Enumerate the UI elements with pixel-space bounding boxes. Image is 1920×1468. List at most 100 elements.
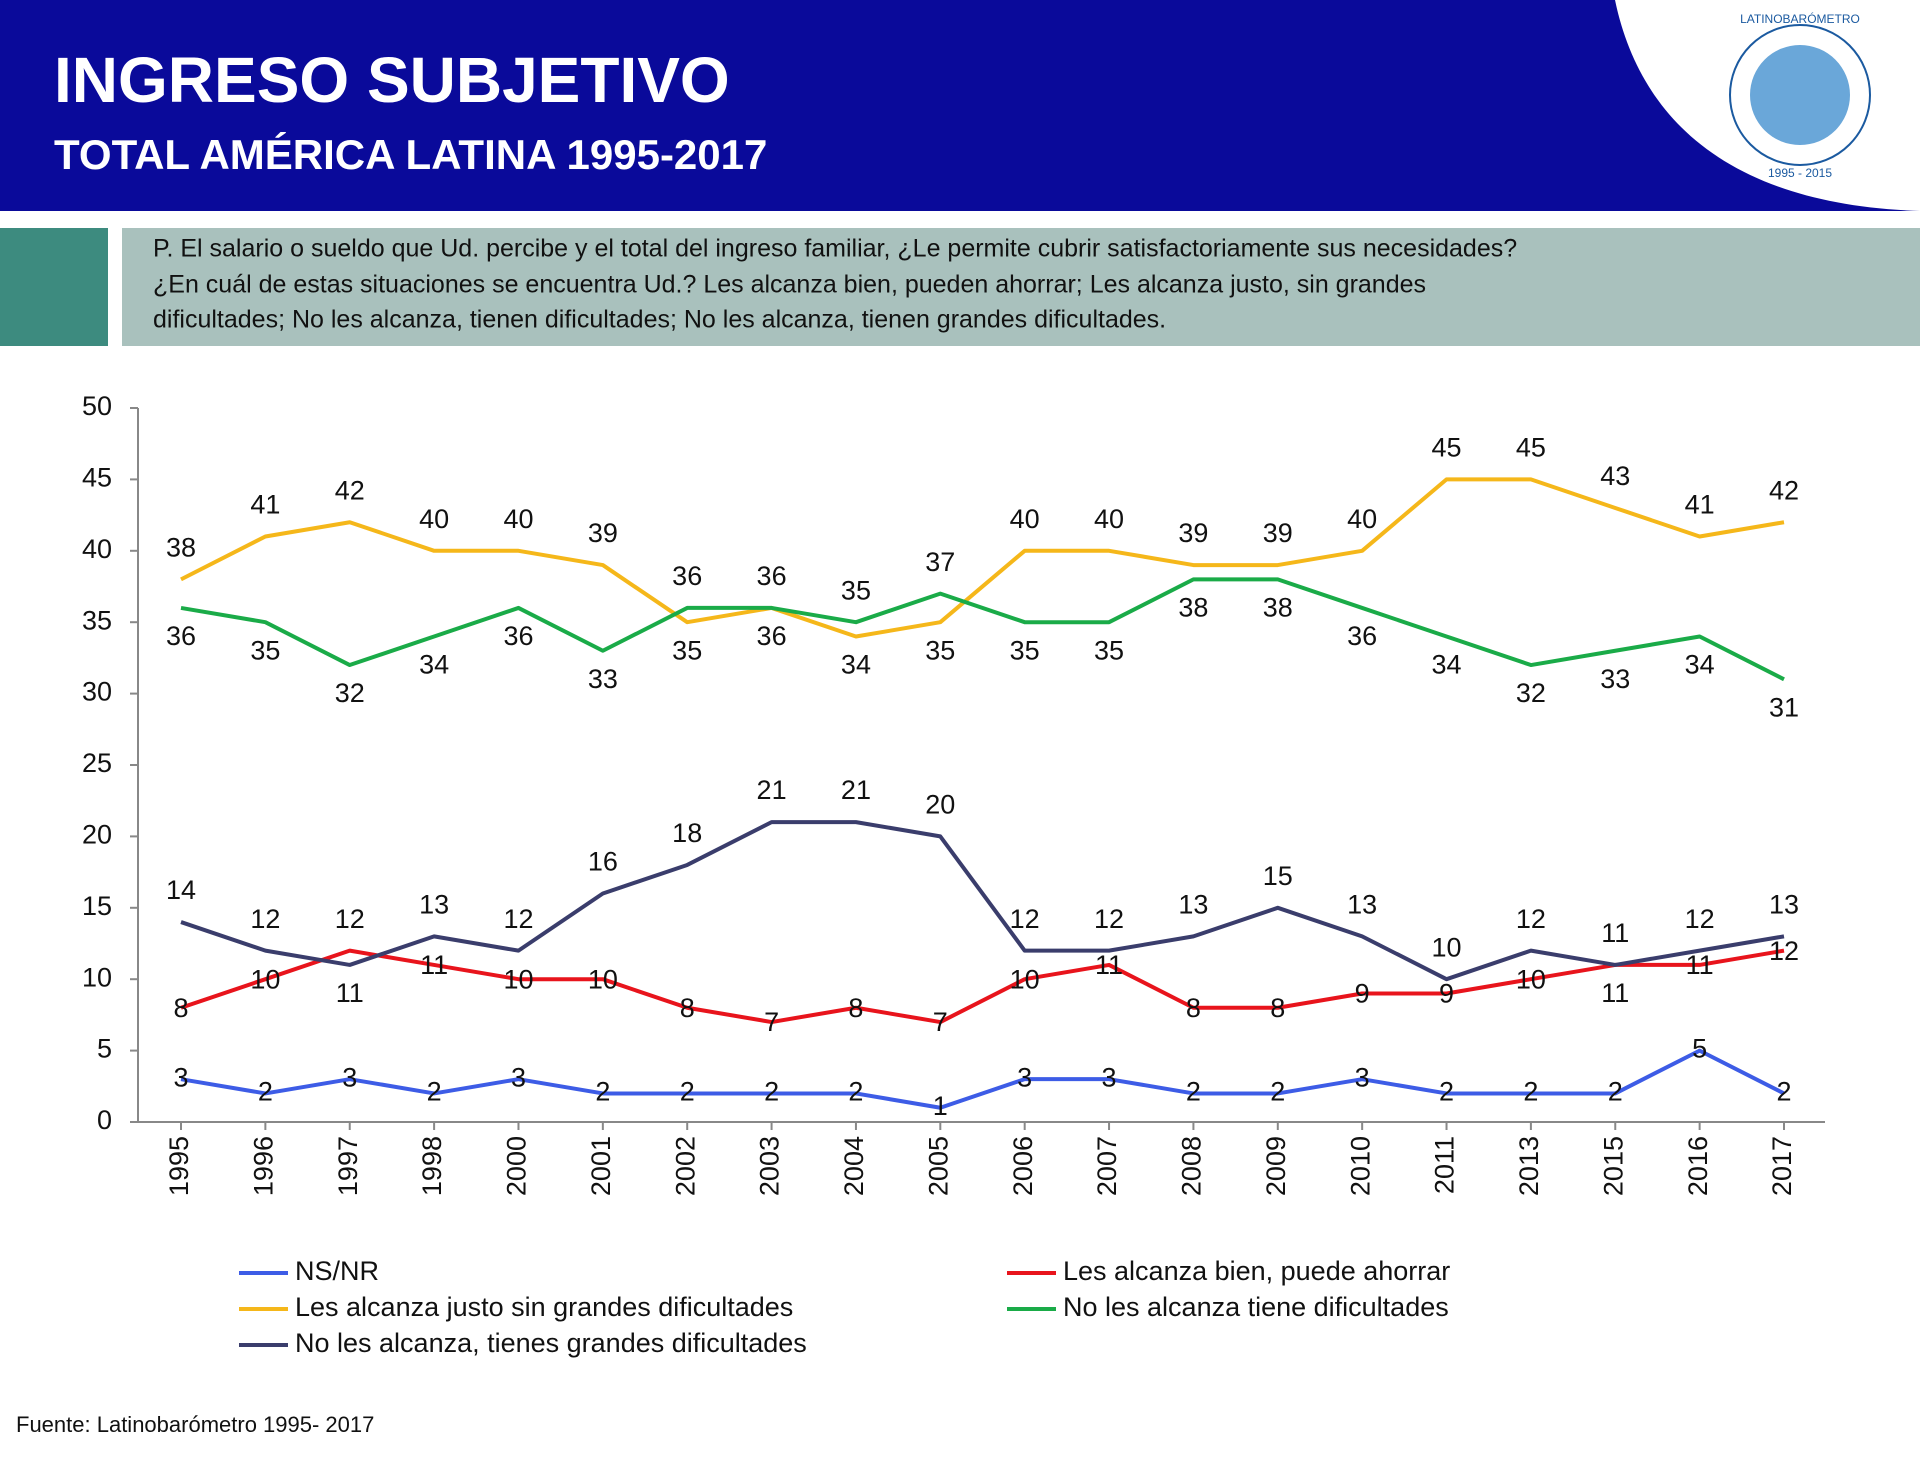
question-tab <box>0 228 108 346</box>
series-line <box>180 477 1785 639</box>
y-tick-label: 25 <box>82 748 112 778</box>
data-label: 32 <box>1516 678 1546 708</box>
data-label: 35 <box>1094 635 1124 665</box>
question-line: P. El salario o sueldo que Ud. percibe y… <box>153 235 1517 263</box>
subtitle: TOTAL AMÉRICA LATINA 1995-2017 <box>54 131 767 178</box>
question-line: ¿En cuál de estas situaciones se encuent… <box>153 271 1426 299</box>
data-label: 9 <box>1355 979 1370 1009</box>
data-label: 2 <box>595 1077 610 1107</box>
data-label: 10 <box>503 964 533 994</box>
data-label: 14 <box>166 875 196 905</box>
data-label: 38 <box>1263 592 1293 622</box>
data-label: 12 <box>1094 904 1124 934</box>
legend-label: Les alcanza bien, puede ahorrar <box>1063 1256 1450 1286</box>
data-label: 45 <box>1516 433 1546 463</box>
y-tick-label: 15 <box>82 891 112 921</box>
data-label: 10 <box>588 964 618 994</box>
x-tick-label: 1996 <box>248 1136 278 1196</box>
data-label: 35 <box>672 635 702 665</box>
data-label: 10 <box>1516 964 1546 994</box>
data-label: 12 <box>335 904 365 934</box>
data-label: 35 <box>250 635 280 665</box>
data-label: 12 <box>1010 904 1040 934</box>
data-label: 21 <box>757 775 787 805</box>
data-label: 41 <box>250 490 280 520</box>
data-label: 39 <box>1263 518 1293 548</box>
data-label: 39 <box>1178 518 1208 548</box>
data-label: 11 <box>1095 950 1123 980</box>
data-label: 13 <box>1178 889 1208 919</box>
data-label: 33 <box>1600 664 1630 694</box>
data-label: 33 <box>588 664 618 694</box>
data-label: 7 <box>933 1007 948 1037</box>
data-label: 2 <box>258 1077 273 1107</box>
data-label: 12 <box>250 904 280 934</box>
data-label: 41 <box>1685 490 1715 520</box>
data-label: 34 <box>1685 650 1715 680</box>
data-label: 10 <box>1010 964 1040 994</box>
series-line <box>180 820 1785 982</box>
data-label: 8 <box>680 993 695 1023</box>
data-label: 11 <box>420 950 448 980</box>
data-label: 11 <box>336 978 364 1008</box>
series-line <box>180 1048 1785 1110</box>
x-tick-label: 2006 <box>1008 1136 1038 1196</box>
data-label: 3 <box>173 1062 188 1092</box>
data-label: 13 <box>1347 889 1377 919</box>
data-label: 39 <box>588 518 618 548</box>
x-tick-label: 2017 <box>1767 1136 1797 1196</box>
data-label: 20 <box>925 790 955 820</box>
x-tick-label: 1998 <box>417 1136 447 1196</box>
logo-text: LATINOBARÓMETRO <box>1740 11 1860 26</box>
data-label: 3 <box>511 1062 526 1092</box>
data-label: 40 <box>1010 504 1040 534</box>
x-tick-label: 2002 <box>670 1136 700 1196</box>
data-label: 8 <box>1186 993 1201 1023</box>
data-label: 10 <box>1432 932 1462 962</box>
x-tick-label: 2001 <box>586 1136 616 1196</box>
data-label: 2 <box>1439 1077 1454 1107</box>
data-label: 13 <box>1769 889 1799 919</box>
data-label: 9 <box>1439 979 1454 1009</box>
logo-globe <box>1750 45 1850 145</box>
data-label: 3 <box>1102 1062 1117 1092</box>
y-tick-label: 30 <box>82 677 112 707</box>
x-tick-label: 2008 <box>1177 1136 1207 1196</box>
x-tick-label: 2007 <box>1092 1136 1122 1196</box>
data-label: 43 <box>1600 461 1630 491</box>
data-label: 2 <box>680 1077 695 1107</box>
data-label: 42 <box>1769 475 1799 505</box>
data-label: 31 <box>1769 692 1799 722</box>
x-tick-label: 2013 <box>1514 1136 1544 1196</box>
data-label: 42 <box>335 475 365 505</box>
data-label: 35 <box>841 575 871 605</box>
data-label: 36 <box>503 621 533 651</box>
data-label: 38 <box>166 532 196 562</box>
legend-label: NS/NR <box>295 1256 379 1286</box>
x-tick-label: 2005 <box>923 1136 953 1196</box>
data-label: 10 <box>250 964 280 994</box>
data-label: 2 <box>1608 1077 1623 1107</box>
data-label: 12 <box>503 904 533 934</box>
x-tick-label: 2004 <box>839 1136 869 1196</box>
x-tick-label: 2016 <box>1683 1136 1713 1196</box>
data-label: 2 <box>1270 1077 1285 1107</box>
data-label: 36 <box>672 561 702 591</box>
data-label: 13 <box>419 889 449 919</box>
logo-years: 1995 - 2015 <box>1768 166 1832 180</box>
y-tick-label: 0 <box>97 1105 112 1135</box>
x-tick-label: 2010 <box>1345 1136 1375 1196</box>
data-label: 2 <box>427 1077 442 1107</box>
data-label: 3 <box>342 1062 357 1092</box>
data-label: 40 <box>419 504 449 534</box>
data-label: 8 <box>173 993 188 1023</box>
x-tick-label: 2009 <box>1261 1136 1291 1196</box>
y-tick-label: 5 <box>97 1034 112 1064</box>
series-line <box>180 948 1785 1025</box>
data-label: 45 <box>1432 433 1462 463</box>
data-label: 2 <box>764 1077 779 1107</box>
data-label: 21 <box>841 775 871 805</box>
question-box <box>122 228 1920 346</box>
data-label: 11 <box>1601 978 1629 1008</box>
